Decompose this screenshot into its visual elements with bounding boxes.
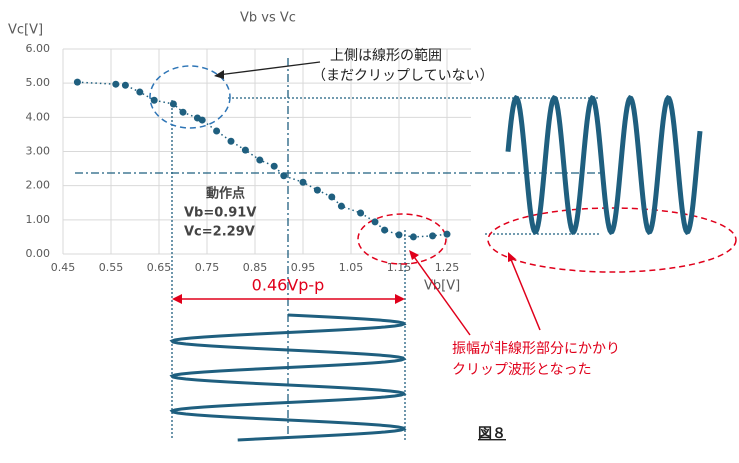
data-point bbox=[280, 172, 288, 180]
x-tick-label: 1.25 bbox=[435, 261, 460, 274]
annotation: 0.46Vp-p bbox=[252, 276, 325, 295]
annotation: （まだクリップしていない） bbox=[312, 68, 494, 84]
annotation: クリップ波形となった bbox=[452, 362, 592, 378]
y-tick-label: 5.00 bbox=[26, 76, 51, 89]
data-point bbox=[112, 80, 120, 88]
data-point bbox=[270, 162, 278, 170]
data-point bbox=[381, 226, 389, 234]
y-tick-label: 6.00 bbox=[26, 42, 51, 55]
annotation-shapes bbox=[75, 58, 737, 442]
x-tick-label: 0.45 bbox=[51, 261, 76, 274]
annotation: Vb=0.91V bbox=[184, 206, 256, 221]
x-tick-label: 0.65 bbox=[147, 261, 172, 274]
data-point bbox=[328, 193, 336, 201]
x-tick-label: 0.95 bbox=[291, 261, 316, 274]
data-point bbox=[371, 218, 379, 226]
data-point bbox=[443, 230, 451, 238]
data-point bbox=[313, 186, 321, 194]
x-tick-label: 1.15 bbox=[387, 261, 412, 274]
y-tick-label: 4.00 bbox=[26, 110, 51, 123]
data-point bbox=[299, 178, 307, 186]
y-tick-label: 3.00 bbox=[26, 145, 51, 158]
x-tick-label: 0.55 bbox=[99, 261, 124, 274]
data-point bbox=[429, 232, 437, 240]
data-point bbox=[357, 209, 365, 217]
data-point bbox=[213, 127, 221, 135]
y-tick-label: 1.00 bbox=[26, 213, 51, 226]
y-tick-label: 0.00 bbox=[26, 247, 51, 260]
x-tick-label: 0.75 bbox=[195, 261, 220, 274]
data-point bbox=[409, 233, 417, 241]
data-point bbox=[73, 78, 81, 86]
data-point bbox=[337, 202, 345, 210]
figure-label: 図８ bbox=[478, 426, 506, 442]
data-point bbox=[256, 156, 264, 164]
x-axis-label: Vb[V] bbox=[424, 279, 460, 294]
data-point bbox=[395, 231, 403, 239]
y-axis-label: Vc[V] bbox=[8, 23, 43, 38]
chart-title: Vb vs Vc bbox=[240, 11, 296, 26]
annotation: 上側は線形の範囲 bbox=[330, 47, 442, 64]
annotation: 動作点 bbox=[206, 186, 245, 202]
data-point bbox=[227, 137, 235, 145]
data-point bbox=[121, 81, 129, 89]
data-point bbox=[169, 100, 177, 108]
annotation: 振幅が非線形部分にかかり bbox=[452, 341, 620, 357]
data-point bbox=[150, 96, 158, 104]
data-point bbox=[179, 108, 187, 116]
annotation: Vc=2.29V bbox=[184, 225, 255, 240]
data-point bbox=[136, 88, 144, 96]
y-tick-label: 2.00 bbox=[26, 179, 51, 192]
data-point bbox=[241, 146, 249, 154]
x-tick-label: 0.85 bbox=[243, 261, 268, 274]
data-point bbox=[198, 116, 206, 124]
x-tick-label: 1.05 bbox=[339, 261, 364, 274]
